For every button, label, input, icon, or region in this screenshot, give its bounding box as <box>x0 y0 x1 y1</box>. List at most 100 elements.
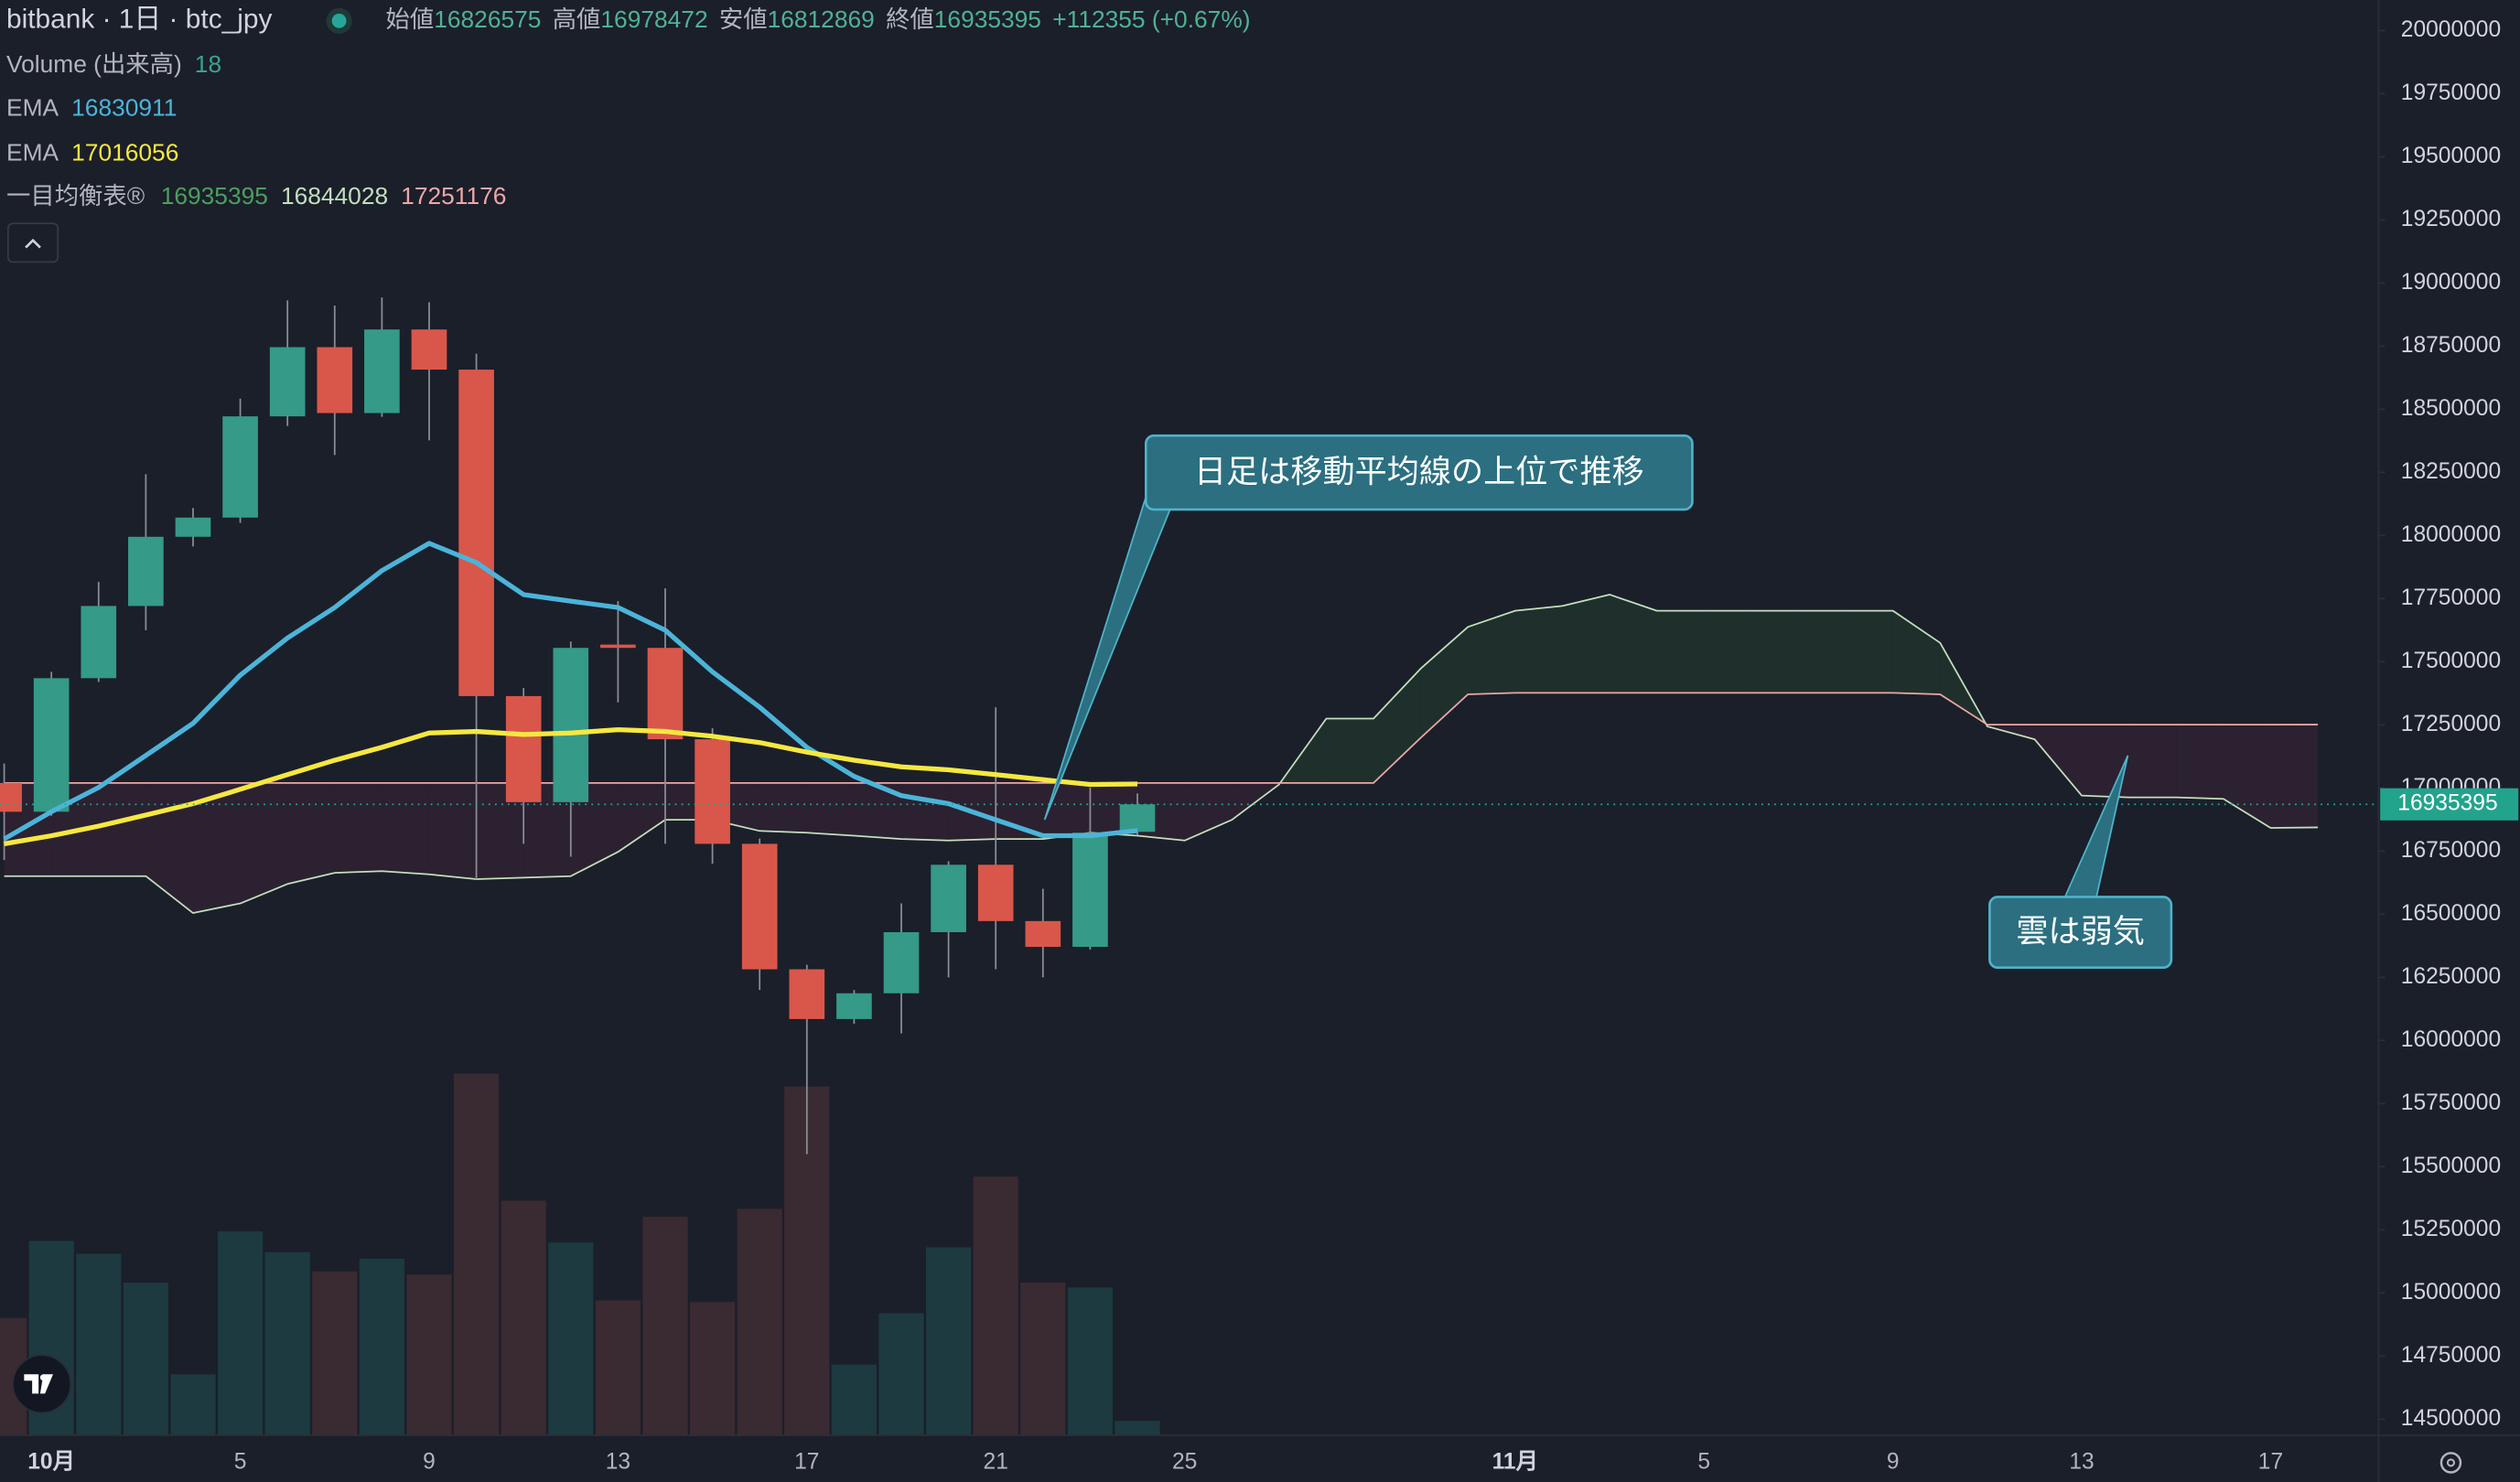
open-value: 16826575 <box>434 5 541 33</box>
y-tick-label: 19000000 <box>2401 270 2501 295</box>
cloud-fill <box>1846 610 1893 693</box>
volume-bar <box>831 1364 877 1436</box>
y-tick-label: 18500000 <box>2401 396 2501 421</box>
cloud-fill <box>2270 725 2319 828</box>
ohlc-row: 始値16826575 高値16978472 安値16812869 終値16935395… <box>386 5 1251 33</box>
x-tick-label: 17 <box>794 1449 819 1474</box>
collapse-button[interactable] <box>6 222 59 263</box>
high-value: 16978472 <box>600 5 707 33</box>
volume-bar <box>217 1230 264 1436</box>
cloud-fill <box>98 782 146 876</box>
y-tick-label: 14750000 <box>2401 1343 2501 1368</box>
y-tick-label: 15000000 <box>2401 1280 2501 1305</box>
tv-logo[interactable] <box>12 1354 72 1414</box>
candle-body <box>33 678 70 812</box>
y-tick-label: 18250000 <box>2401 459 2501 484</box>
cloud-fill <box>2034 725 2083 796</box>
candle-body <box>1072 832 1108 947</box>
cloud-fill <box>1326 718 1374 783</box>
y-tick-label: 18750000 <box>2401 333 2501 358</box>
x-tick-label: 5 <box>1697 1449 1710 1474</box>
volume-bar <box>1067 1287 1114 1436</box>
ema-slow-name: EMA <box>6 139 59 166</box>
current-price-box <box>2380 788 2519 821</box>
cloud-fill <box>1184 782 1233 841</box>
candle-body <box>0 782 22 812</box>
y-tick-label: 17500000 <box>2401 649 2501 673</box>
candle-body <box>977 864 1014 921</box>
x-tick-label: 21 <box>984 1449 1008 1474</box>
candle-body <box>789 969 825 1019</box>
cloud-fill <box>1514 606 1563 693</box>
candle-body <box>600 644 636 649</box>
y-tick-label: 18000000 <box>2401 522 2501 547</box>
candle-body <box>222 416 258 518</box>
open-label: 始値 <box>386 5 435 33</box>
x-tick-label: 5 <box>234 1449 247 1474</box>
candle-body <box>553 648 589 802</box>
x-tick-label: 13 <box>2069 1449 2094 1474</box>
cloud-fill <box>428 782 477 880</box>
close-label: 終値 <box>886 5 934 33</box>
collapse-button-box[interactable] <box>6 222 59 263</box>
y-tick-label: 16000000 <box>2401 1027 2501 1052</box>
y-tick-label: 19250000 <box>2401 207 2501 231</box>
volume-bar <box>926 1247 972 1436</box>
volume-bar <box>690 1302 736 1436</box>
cloud-fill <box>192 782 241 914</box>
cloud-fill <box>901 782 949 841</box>
symbol-title: bitbank · 1日 · btc_jpy <box>6 5 272 35</box>
settings-icon[interactable] <box>2439 1452 2462 1474</box>
volume-bar <box>264 1251 310 1436</box>
close-value: 16935395 <box>934 5 1041 33</box>
collapse-chevron <box>25 238 41 249</box>
status-dot <box>331 13 347 28</box>
candle-body <box>175 517 211 537</box>
change-value: +112355 (+0.67%) <box>1052 5 1250 33</box>
volume-bar <box>548 1242 594 1436</box>
candle-body <box>317 347 353 413</box>
candle-body <box>364 329 400 413</box>
settings-button[interactable] <box>2439 1452 2462 1474</box>
settings-icon-center <box>2446 1458 2456 1467</box>
candle-body <box>458 370 494 696</box>
y-tick-label: 14500000 <box>2401 1406 2501 1431</box>
annotation-text: 雲は弱気 <box>2016 914 2144 950</box>
cloud-fill <box>1468 610 1515 694</box>
volume-bar <box>170 1374 216 1436</box>
cloud-fill <box>618 782 665 853</box>
volume-name: Volume (出来高) <box>6 50 182 78</box>
candle-body <box>1025 920 1061 947</box>
candle-body <box>741 843 778 970</box>
y-tick-label: 19750000 <box>2401 81 2501 105</box>
ichimoku-name: 一目均衡表® <box>6 182 145 209</box>
candle-body <box>1119 804 1156 832</box>
volume-bar <box>595 1300 641 1436</box>
annotation-box <box>1988 896 2173 970</box>
candle-body <box>695 739 730 844</box>
volume-bar <box>406 1274 452 1436</box>
span-a-value: 16844028 <box>281 182 388 209</box>
y-tick-label: 16500000 <box>2401 901 2501 926</box>
cloud-fill <box>2176 725 2224 800</box>
volume-bar <box>1020 1283 1066 1436</box>
cloud-fill <box>1750 610 1799 693</box>
cloud-fill <box>2128 725 2177 798</box>
low-value: 16812869 <box>768 5 875 33</box>
x-tick-label: 9 <box>423 1449 436 1474</box>
cloud-fill <box>1798 610 1847 693</box>
cloud-fill <box>2223 725 2271 828</box>
candle-body <box>411 329 447 370</box>
x-tick-label: 9 <box>1887 1449 1900 1474</box>
annotation-box <box>1144 434 1694 511</box>
y-tick-label: 20000000 <box>2401 17 2501 42</box>
cloud-fill <box>287 782 335 885</box>
span-b-value: 17251176 <box>401 182 506 209</box>
x-tick-label: 25 <box>1172 1449 1197 1474</box>
volume-bar <box>123 1283 168 1436</box>
candle-body <box>647 648 684 740</box>
cloud-fill <box>334 782 382 874</box>
cloud-fill <box>476 782 524 880</box>
cloud-fill <box>570 782 619 876</box>
